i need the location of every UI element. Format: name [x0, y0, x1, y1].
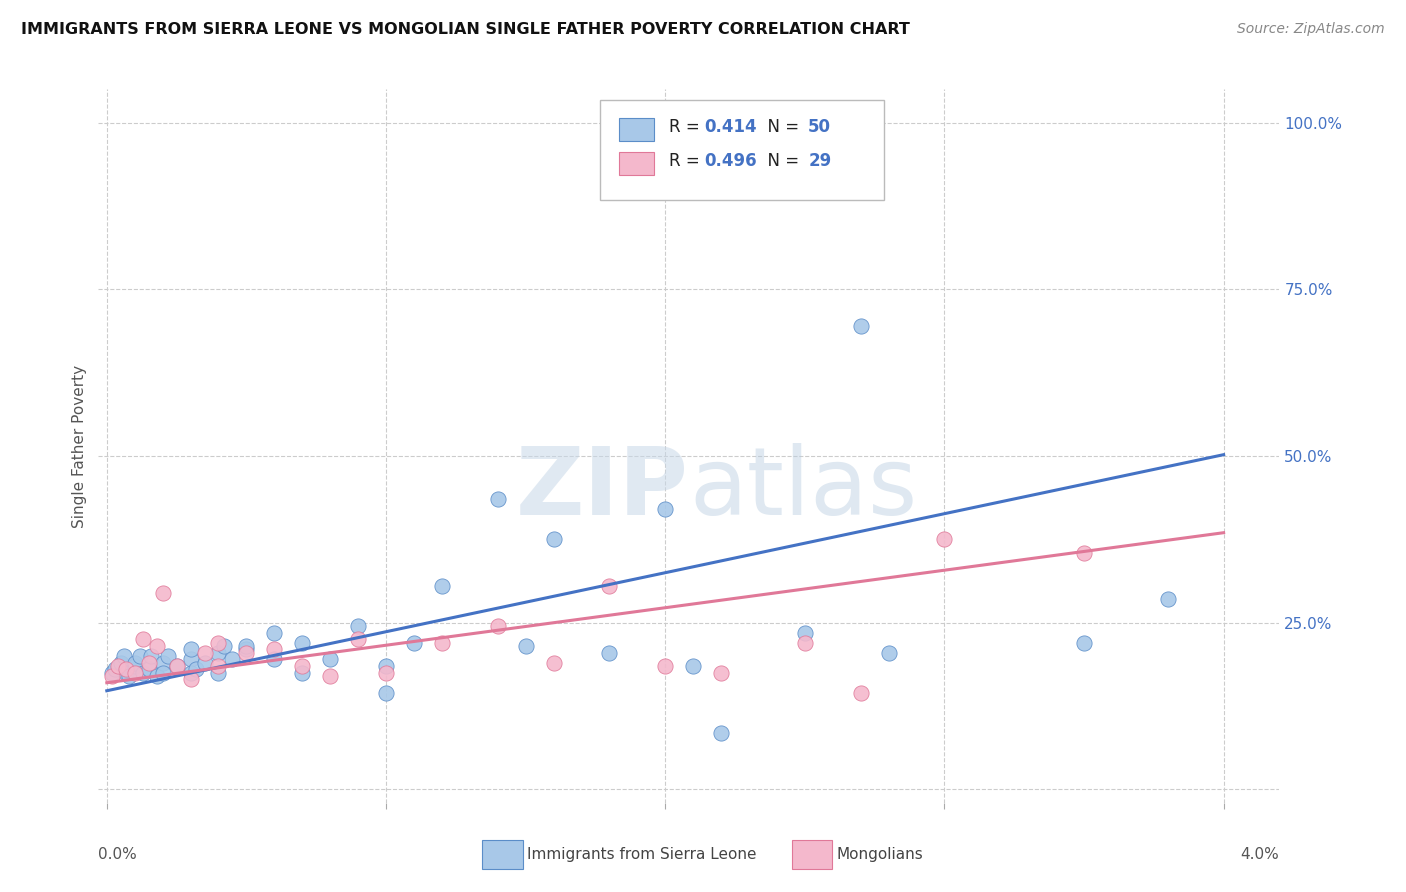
Text: 50: 50: [808, 118, 831, 136]
Text: Source: ZipAtlas.com: Source: ZipAtlas.com: [1237, 22, 1385, 37]
Point: [166, 659, 188, 673]
Point: [115, 665, 138, 680]
Point: [682, 659, 704, 673]
Point: [235, 639, 257, 653]
Point: [132, 632, 155, 647]
Point: [193, 646, 215, 660]
Point: [375, 665, 398, 680]
Point: [375, 659, 398, 673]
Point: [375, 686, 398, 700]
Point: [263, 625, 285, 640]
Text: R =: R =: [669, 152, 704, 169]
Point: [110, 656, 132, 670]
Text: 4.0%: 4.0%: [1240, 847, 1279, 862]
Point: [124, 656, 146, 670]
Point: [180, 652, 202, 666]
Point: [235, 642, 257, 657]
Point: [1073, 636, 1095, 650]
Point: [235, 646, 257, 660]
Point: [166, 659, 188, 673]
Point: [877, 646, 900, 660]
Text: 0.0%: 0.0%: [98, 847, 138, 862]
Point: [543, 533, 565, 547]
Point: [146, 639, 169, 653]
Point: [101, 665, 124, 680]
Point: [710, 725, 733, 739]
Point: [430, 636, 453, 650]
Point: [347, 619, 370, 633]
Point: [207, 665, 229, 680]
Point: [849, 686, 872, 700]
Point: [654, 659, 676, 673]
FancyBboxPatch shape: [619, 119, 654, 141]
Point: [146, 669, 169, 683]
Point: [107, 659, 129, 673]
Point: [263, 642, 285, 657]
Point: [319, 652, 342, 666]
Text: atlas: atlas: [689, 442, 917, 535]
Point: [598, 579, 620, 593]
Point: [212, 639, 235, 653]
Point: [221, 652, 243, 666]
Text: IMMIGRANTS FROM SIERRA LEONE VS MONGOLIAN SINGLE FATHER POVERTY CORRELATION CHAR: IMMIGRANTS FROM SIERRA LEONE VS MONGOLIA…: [21, 22, 910, 37]
Point: [207, 636, 229, 650]
Text: ZIP: ZIP: [516, 442, 689, 535]
Text: Immigrants from Sierra Leone: Immigrants from Sierra Leone: [527, 847, 756, 862]
Text: R =: R =: [669, 118, 704, 136]
Point: [115, 662, 138, 676]
Point: [129, 649, 152, 664]
Point: [263, 652, 285, 666]
Point: [132, 665, 155, 680]
Point: [543, 656, 565, 670]
FancyBboxPatch shape: [600, 100, 884, 200]
Point: [402, 636, 425, 650]
Point: [793, 625, 815, 640]
Point: [112, 649, 135, 664]
Point: [124, 659, 146, 673]
Point: [138, 656, 160, 670]
Point: [486, 492, 509, 507]
Point: [138, 662, 160, 676]
Text: N =: N =: [758, 118, 804, 136]
Point: [207, 646, 229, 660]
Text: 0.414: 0.414: [704, 118, 756, 136]
Text: Mongolians: Mongolians: [837, 847, 924, 862]
Point: [141, 649, 163, 664]
Text: N =: N =: [758, 152, 804, 169]
Point: [180, 642, 202, 657]
Point: [104, 662, 127, 676]
Point: [186, 662, 208, 676]
Point: [193, 656, 215, 670]
Point: [291, 636, 314, 650]
Point: [152, 585, 174, 599]
Point: [152, 665, 174, 680]
Point: [291, 659, 314, 673]
Point: [515, 639, 537, 653]
Point: [118, 669, 141, 683]
Point: [124, 665, 146, 680]
Text: 29: 29: [808, 152, 831, 169]
Point: [430, 579, 453, 593]
Point: [180, 673, 202, 687]
Y-axis label: Single Father Poverty: Single Father Poverty: [72, 365, 87, 527]
Point: [486, 619, 509, 633]
Point: [654, 502, 676, 516]
Point: [1073, 546, 1095, 560]
Point: [347, 632, 370, 647]
Point: [319, 669, 342, 683]
Point: [849, 318, 872, 333]
FancyBboxPatch shape: [619, 152, 654, 175]
Point: [152, 656, 174, 670]
Point: [1157, 592, 1180, 607]
Point: [291, 665, 314, 680]
Point: [710, 665, 733, 680]
Point: [598, 646, 620, 660]
Point: [157, 649, 180, 664]
Text: 0.496: 0.496: [704, 152, 756, 169]
Point: [180, 665, 202, 680]
Point: [934, 533, 956, 547]
Point: [207, 659, 229, 673]
Point: [101, 669, 124, 683]
Point: [793, 636, 815, 650]
